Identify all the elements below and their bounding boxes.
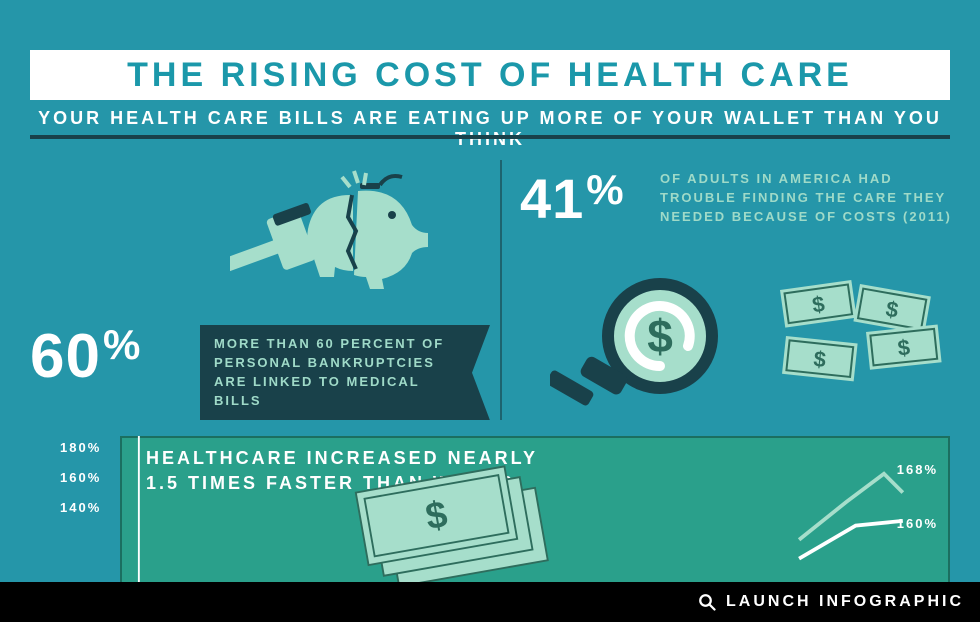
stat-value: 41: [520, 167, 584, 230]
page-title: THE RISING COST OF HEALTH CARE: [127, 56, 853, 95]
stat-value: 60: [30, 322, 101, 391]
chart-svg: $: [120, 436, 950, 587]
series-end-label: 168%: [897, 462, 938, 477]
ytick: 160%: [60, 470, 116, 500]
title-bar: THE RISING COST OF HEALTH CARE: [30, 50, 950, 100]
series-end-label: 160%: [897, 516, 938, 531]
chart-yticks: 180% 160% 140%: [60, 440, 116, 530]
svg-text:$: $: [647, 310, 673, 362]
svg-text:$: $: [812, 346, 827, 372]
dollar-stack-icon: $: [356, 462, 548, 587]
percent-glyph: %: [103, 321, 141, 368]
percent-glyph: %: [586, 166, 624, 213]
stat-access-text-wrap: OF ADULTS IN AMERICA HAD TROUBLE FINDING…: [660, 170, 960, 227]
svg-text:$: $: [896, 335, 911, 361]
launch-label: LAUNCH INFOGRAPHIC: [726, 593, 964, 611]
piggy-bank-broken-icon: [307, 171, 428, 289]
ytick: 180%: [60, 440, 116, 470]
launch-bar[interactable]: LAUNCH INFOGRAPHIC: [0, 582, 980, 622]
subtitle-underline: [30, 135, 950, 139]
stat-bankruptcies: 60% MORE THAN 60 PERCENT OF PERSONAL BAN…: [30, 315, 490, 401]
stat-bankruptcies-ribbon: MORE THAN 60 PERCENT OF PERSONAL BANKRUP…: [200, 325, 490, 420]
stat-bankruptcies-text: MORE THAN 60 PERCENT OF PERSONAL BANKRUP…: [214, 335, 458, 410]
stats-row: 60% MORE THAN 60 PERCENT OF PERSONAL BAN…: [30, 160, 950, 430]
infographic-canvas: THE RISING COST OF HEALTH CARE YOUR HEAL…: [0, 0, 980, 622]
magnifier-icon: [698, 593, 716, 611]
stat-bankruptcies-value: 60%: [30, 321, 141, 392]
piggy-illustration: [230, 165, 450, 305]
ytick: 140%: [60, 500, 116, 530]
money-illustration: $ $ $ $ $: [550, 270, 950, 410]
chart-panel: 180% 160% 140% HEALTHCARE INCREASED NEAR…: [60, 436, 950, 596]
dollar-bills-icon: $ $ $ $: [780, 280, 942, 381]
page-subtitle: YOUR HEALTH CARE BILLS ARE EATING UP MOR…: [30, 108, 950, 150]
magnifier-dollar-icon: $: [550, 284, 712, 407]
hammer-icon: [230, 202, 316, 283]
stat-access-value: 41%: [520, 166, 625, 231]
vertical-divider: [500, 160, 502, 420]
stat-access-text: OF ADULTS IN AMERICA HAD TROUBLE FINDING…: [660, 170, 960, 227]
